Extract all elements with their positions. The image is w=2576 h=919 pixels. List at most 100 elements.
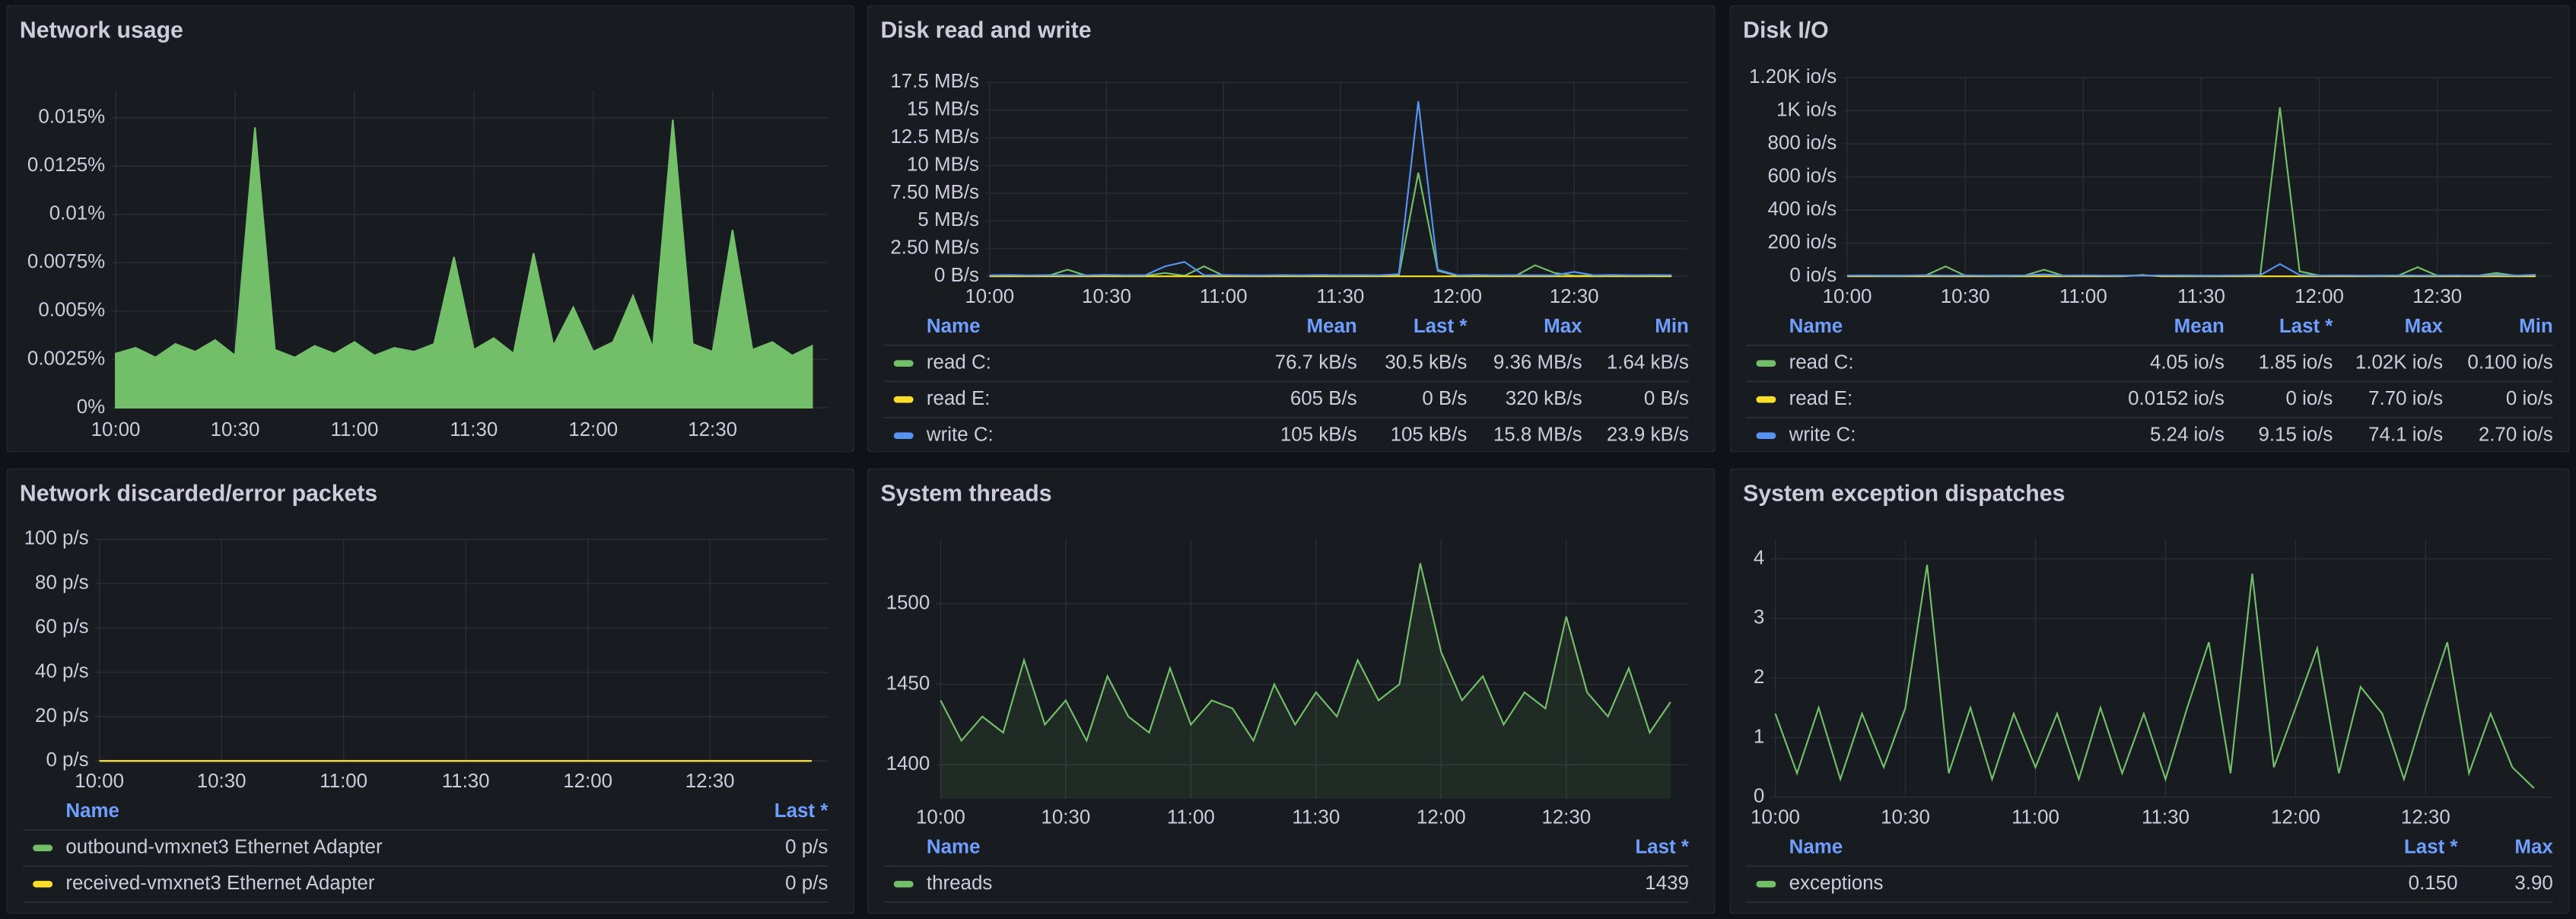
legend-value: 76.7 kB/s (1275, 352, 1357, 374)
y-tick-label: 1500 (886, 592, 930, 613)
legend-header[interactable]: Name (927, 316, 981, 337)
x-tick-label: 12:30 (2401, 807, 2450, 828)
legend-name[interactable]: read E: (1789, 388, 1853, 409)
y-tick-label: 7.50 MB/s (890, 182, 979, 203)
x-tick-label: 11:00 (330, 419, 378, 440)
legend-value: 74.1 io/s (2368, 425, 2443, 446)
series-line (1847, 262, 2536, 277)
legend-header[interactable]: Max (2405, 316, 2444, 337)
y-tick-label: 0.005% (38, 300, 105, 321)
legend-swatch (893, 396, 914, 403)
x-tick-label: 11:00 (2012, 807, 2059, 828)
x-tick-label: 12:30 (685, 771, 735, 792)
legend-header[interactable]: Min (2519, 316, 2553, 337)
x-tick-label: 12:00 (1433, 286, 1482, 307)
legend-header[interactable]: Name (1789, 837, 1843, 858)
legend-header[interactable]: Min (1655, 316, 1689, 337)
legend-value: 23.9 kB/s (1607, 425, 1689, 446)
legend-swatch (1756, 880, 1776, 888)
x-tick-label: 10:30 (211, 419, 260, 440)
y-tick-label: 17.5 MB/s (890, 71, 979, 92)
panel-title: Disk read and write (880, 17, 1091, 43)
legend-value: 5.24 io/s (2150, 425, 2225, 446)
y-tick-label: 4 (1754, 547, 1764, 568)
legend-value: 9.15 io/s (2258, 425, 2333, 446)
y-tick-label: 5 MB/s (918, 209, 979, 231)
x-tick-label: 10:30 (1941, 286, 1990, 307)
y-tick-label: 20 p/s (35, 705, 89, 727)
y-tick-label: 0.015% (38, 107, 105, 128)
legend-header[interactable]: Last * (2404, 837, 2458, 858)
legend-value: 30.5 kB/s (1385, 352, 1467, 374)
panel: Network usage 0% 0.0025% 0.005% 0.0075% 0.01%… (6, 5, 854, 453)
y-tick-label: 1450 (886, 673, 930, 694)
y-tick-label: 0.01% (49, 203, 105, 224)
legend-name[interactable]: exceptions (1789, 873, 1884, 894)
legend-value: 0.0152 io/s (2128, 388, 2225, 409)
legend-name[interactable]: outbound-vmxnet3 Ethernet Adapter (65, 837, 383, 858)
legend-header[interactable]: Last * (1635, 837, 1689, 858)
legend-value: 0 p/s (785, 873, 828, 894)
y-tick-label: 1400 (886, 753, 930, 774)
y-tick-label: 0 (1754, 786, 1764, 807)
y-tick-label: 800 io/s (1768, 132, 1837, 154)
x-tick-label: 11:00 (1200, 286, 1248, 307)
y-tick-label: 600 io/s (1768, 165, 1837, 186)
legend-header[interactable]: Last * (1414, 316, 1468, 337)
x-tick-label: 10:30 (1881, 807, 1930, 828)
legend-header[interactable]: Last * (774, 800, 828, 822)
legend-swatch (893, 432, 914, 440)
legend-value: 0.150 (2409, 873, 2458, 894)
legend-value: 0 io/s (2285, 388, 2333, 409)
legend-value: 1.64 kB/s (1607, 352, 1689, 374)
legend-header[interactable]: Max (2514, 837, 2553, 858)
y-tick-label: 1.20K io/s (1749, 66, 1837, 87)
panel-title: Disk I/O (1743, 17, 1829, 43)
legend-swatch (33, 880, 53, 888)
legend-name[interactable]: read C: (1789, 352, 1854, 374)
series-area (114, 119, 813, 409)
y-tick-label: 0% (77, 396, 105, 418)
x-tick-label: 11:30 (2142, 807, 2190, 828)
y-tick-label: 40 p/s (35, 660, 89, 682)
legend-header[interactable]: Name (1789, 316, 1843, 337)
legend-value: 4.05 io/s (2150, 352, 2225, 374)
y-tick-label: 200 io/s (1768, 232, 1837, 253)
legend-header[interactable]: Max (1544, 316, 1582, 337)
legend-header[interactable]: Mean (2174, 316, 2225, 337)
y-tick-label: 0.0075% (27, 251, 105, 272)
legend-name[interactable]: read C: (927, 352, 991, 374)
y-tick-label: 0 p/s (46, 749, 88, 771)
x-tick-label: 10:30 (1082, 286, 1131, 307)
y-tick-label: 15 MB/s (907, 99, 979, 120)
panel-background (6, 468, 854, 914)
x-tick-label: 10:00 (91, 419, 141, 440)
y-tick-label: 80 p/s (35, 572, 89, 593)
x-tick-label: 11:30 (1316, 286, 1364, 307)
y-tick-label: 2.50 MB/s (890, 237, 979, 259)
y-tick-label: 3 (1754, 607, 1764, 628)
x-tick-label: 10:30 (1041, 807, 1090, 828)
legend-value: 0 io/s (2506, 388, 2553, 409)
legend-header[interactable]: Last * (2279, 316, 2333, 337)
legend-name[interactable]: received-vmxnet3 Ethernet Adapter (65, 873, 374, 894)
panel: System exception dispatches 0 1 2 3 4 10:00 10:… (1729, 468, 2570, 914)
legend-header[interactable]: Name (65, 800, 119, 822)
legend-swatch (1756, 432, 1776, 440)
panel-title: Network discarded/error packets (20, 481, 377, 506)
legend-name[interactable]: write C: (926, 425, 994, 446)
panel: Disk I/O 0 io/s 200 io/s 400 io/s 600 io/s 80… (1729, 5, 2570, 453)
legend-value: 0.100 io/s (2467, 352, 2552, 374)
legend-name[interactable]: write C: (1789, 425, 1856, 446)
legend-header[interactable]: Name (927, 837, 981, 858)
legend-value: 7.70 io/s (2368, 388, 2443, 409)
x-tick-label: 11:00 (320, 771, 367, 792)
legend-value: 3.90 (2514, 873, 2552, 894)
legend-name[interactable]: read E: (927, 388, 991, 409)
legend-name[interactable]: threads (927, 873, 992, 894)
panel-background (1729, 468, 2570, 914)
y-tick-label: 12.5 MB/s (890, 126, 979, 148)
legend-value: 320 kB/s (1506, 388, 1582, 409)
legend-header[interactable]: Mean (1306, 316, 1356, 337)
